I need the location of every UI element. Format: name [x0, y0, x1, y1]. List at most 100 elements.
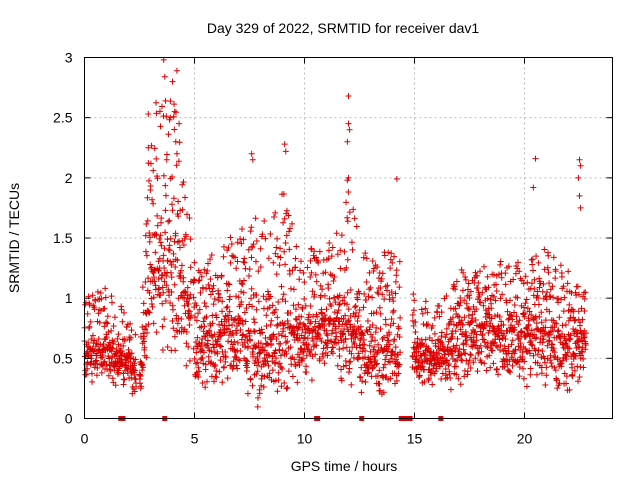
data-point: [496, 313, 503, 320]
data-point: [369, 321, 376, 328]
data-point: [387, 256, 394, 263]
y-tick-label: 1.5: [53, 230, 73, 246]
data-point: [544, 342, 551, 349]
data-point: [247, 376, 254, 383]
y-tick-label: 0: [65, 411, 73, 427]
data-point: [186, 322, 193, 329]
data-point: [178, 324, 185, 331]
data-point: [317, 335, 324, 342]
data-point: [115, 331, 122, 338]
data-point: [346, 209, 353, 216]
data-point: [150, 294, 157, 301]
data-point: [243, 357, 250, 364]
data-point: [199, 336, 206, 343]
data-point: [237, 347, 244, 354]
data-point: [370, 310, 377, 317]
data-point: [334, 310, 341, 317]
data-point: [474, 368, 481, 375]
data-point: [169, 173, 176, 180]
y-tick-label: 2: [65, 170, 73, 186]
data-point: [549, 327, 556, 334]
data-point: [442, 365, 449, 372]
data-point: [390, 298, 397, 305]
data-point: [511, 350, 518, 357]
data-point: [161, 73, 168, 80]
data-point: [287, 344, 294, 351]
data-point: [159, 347, 166, 354]
data-point: [82, 371, 89, 378]
data-point: [444, 357, 451, 364]
data-point: [581, 295, 588, 302]
data-point: [247, 228, 254, 235]
data-point: [170, 325, 177, 332]
data-point: [144, 194, 151, 201]
data-point: [396, 334, 403, 341]
data-point: [522, 310, 529, 317]
data-point: [142, 248, 149, 255]
data-point: [127, 359, 134, 366]
data-point: [234, 239, 241, 246]
data-point: [146, 230, 153, 237]
data-point: [204, 267, 211, 274]
data-point: [157, 232, 164, 239]
data-point: [84, 365, 91, 372]
data-point: [344, 289, 351, 296]
data-point: [341, 248, 348, 255]
data-point: [340, 331, 347, 338]
data-point: [306, 311, 313, 318]
x-tick-label: 5: [191, 431, 199, 447]
data-point: [233, 265, 240, 272]
data-point: [469, 318, 476, 325]
data-point: [162, 207, 169, 214]
data-point: [238, 336, 245, 343]
data-point: [538, 370, 545, 377]
data-point: [278, 364, 285, 371]
data-point: [387, 375, 394, 382]
data-point: [263, 323, 270, 330]
data-point: [119, 318, 126, 325]
data-point: [298, 313, 305, 320]
data-point: [533, 334, 540, 341]
data-point: [147, 261, 154, 268]
data-point: [542, 382, 549, 389]
data-point: [389, 309, 396, 316]
data-point: [508, 341, 515, 348]
data-point: [287, 285, 294, 292]
data-point: [532, 335, 539, 342]
data-point: [145, 321, 152, 328]
data-point: [363, 296, 370, 303]
data-point: [94, 288, 101, 295]
data-point: [466, 306, 473, 313]
data-point: [550, 345, 557, 352]
data-point: [562, 337, 569, 344]
data-point: [314, 313, 321, 320]
data-point: [335, 339, 342, 346]
data-point: [208, 251, 215, 258]
data-point: [218, 343, 225, 350]
data-point: [496, 336, 503, 343]
data-point: [158, 242, 165, 249]
data-point: [93, 340, 100, 347]
data-point: [461, 297, 468, 304]
data-point: [375, 341, 382, 348]
data-point: [424, 309, 431, 316]
data-point: [293, 243, 300, 250]
data-point: [157, 239, 164, 246]
data-point: [112, 382, 119, 389]
data-point: [240, 236, 247, 243]
data-point: [443, 325, 450, 332]
data-point: [161, 316, 168, 323]
data-point: [576, 192, 583, 199]
data-point: [472, 328, 479, 335]
data-point: [488, 315, 495, 322]
data-point: [132, 331, 139, 338]
data-point: [259, 329, 266, 336]
data-point: [355, 313, 362, 320]
data-point: [458, 356, 465, 363]
data-point: [98, 369, 105, 376]
data-point: [475, 350, 482, 357]
data-point: [362, 347, 369, 354]
data-point: [230, 358, 237, 365]
data-point: [248, 254, 255, 261]
data-point: [502, 347, 509, 354]
